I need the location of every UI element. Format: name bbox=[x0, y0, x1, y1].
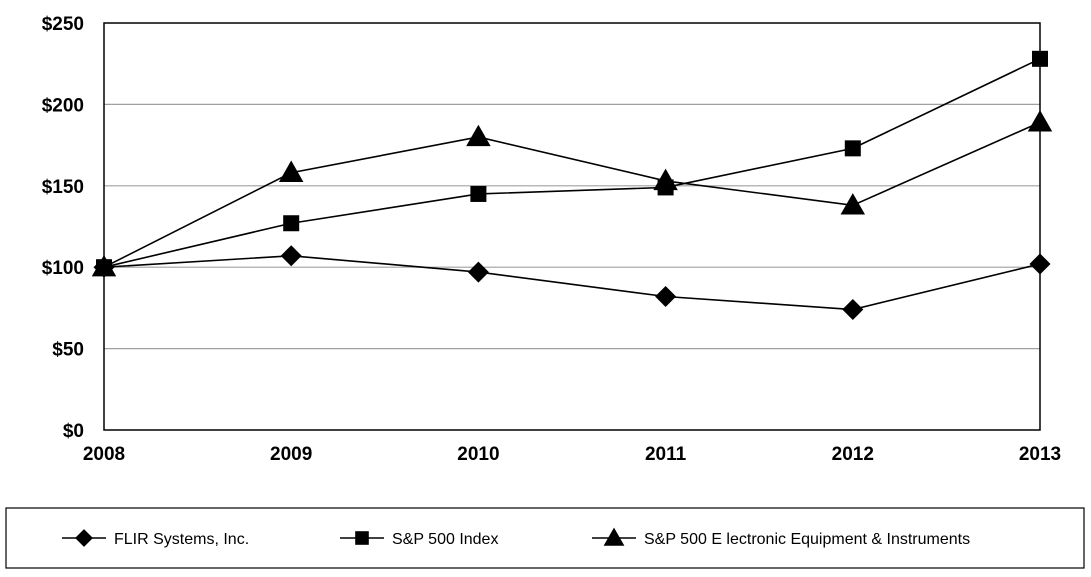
square-marker bbox=[470, 185, 487, 202]
triangle-marker bbox=[603, 527, 625, 546]
series-3 bbox=[91, 110, 1053, 277]
plot-frame bbox=[103, 22, 1041, 431]
y-axis-tick-labels: $0 $50 $100 $150 $200 $250 bbox=[42, 14, 84, 442]
square-marker bbox=[283, 215, 300, 232]
diamond-marker bbox=[280, 245, 302, 267]
plot-area-border bbox=[103, 22, 1041, 431]
series-1 bbox=[93, 245, 1051, 321]
legend-item-3: S&P 500 E lectronic Equipment & Instrume… bbox=[592, 527, 970, 548]
series-group bbox=[91, 50, 1053, 321]
x-tick-label: 2012 bbox=[832, 444, 874, 465]
y-tick-label: $100 bbox=[42, 258, 84, 279]
triangle-marker bbox=[653, 168, 678, 191]
diamond-marker bbox=[655, 286, 677, 308]
x-tick-label: 2009 bbox=[270, 444, 312, 465]
triangle-marker bbox=[91, 254, 117, 277]
y-tick-label: $250 bbox=[42, 14, 84, 35]
square-marker bbox=[355, 531, 369, 545]
y-tick-label: $50 bbox=[52, 340, 84, 361]
triangle-marker bbox=[840, 193, 866, 215]
legend: FLIR Systems, Inc. S&P 500 Index S&P 500 E… bbox=[5, 507, 1085, 569]
x-tick-label: 2010 bbox=[457, 444, 499, 465]
triangle-marker bbox=[1027, 110, 1053, 132]
square-marker bbox=[844, 140, 861, 157]
legend-item-2: S&P 500 Index bbox=[340, 531, 498, 548]
y-tick-label: $200 bbox=[42, 95, 84, 116]
series-line bbox=[103, 58, 1041, 268]
legend-label: S&P 500 Index bbox=[392, 531, 498, 548]
series-line bbox=[103, 255, 1041, 311]
diamond-marker bbox=[842, 299, 864, 321]
y-tick-label: $0 bbox=[63, 421, 84, 442]
diamond-marker bbox=[1029, 253, 1051, 275]
diamond-marker bbox=[467, 261, 489, 283]
legend-item-1: FLIR Systems, Inc. bbox=[62, 529, 249, 548]
x-tick-label: 2008 bbox=[83, 444, 125, 465]
legend-label: S&P 500 E lectronic Equipment & Instrume… bbox=[644, 531, 970, 548]
legend-label: FLIR Systems, Inc. bbox=[114, 531, 249, 548]
series-line bbox=[103, 121, 1041, 268]
x-tick-label: 2011 bbox=[645, 444, 687, 465]
x-tick-label: 2013 bbox=[1019, 444, 1061, 465]
grid-lines bbox=[104, 103, 1040, 350]
y-tick-label: $150 bbox=[42, 177, 84, 198]
legend-box bbox=[5, 507, 1085, 569]
x-axis-tick-labels: 2008 2009 2010 2011 2012 2013 bbox=[83, 444, 1061, 465]
series-2 bbox=[96, 50, 1048, 276]
triangle-marker bbox=[278, 160, 304, 182]
triangle-marker bbox=[466, 124, 491, 147]
diamond-marker bbox=[75, 529, 93, 547]
square-marker bbox=[1032, 50, 1048, 67]
